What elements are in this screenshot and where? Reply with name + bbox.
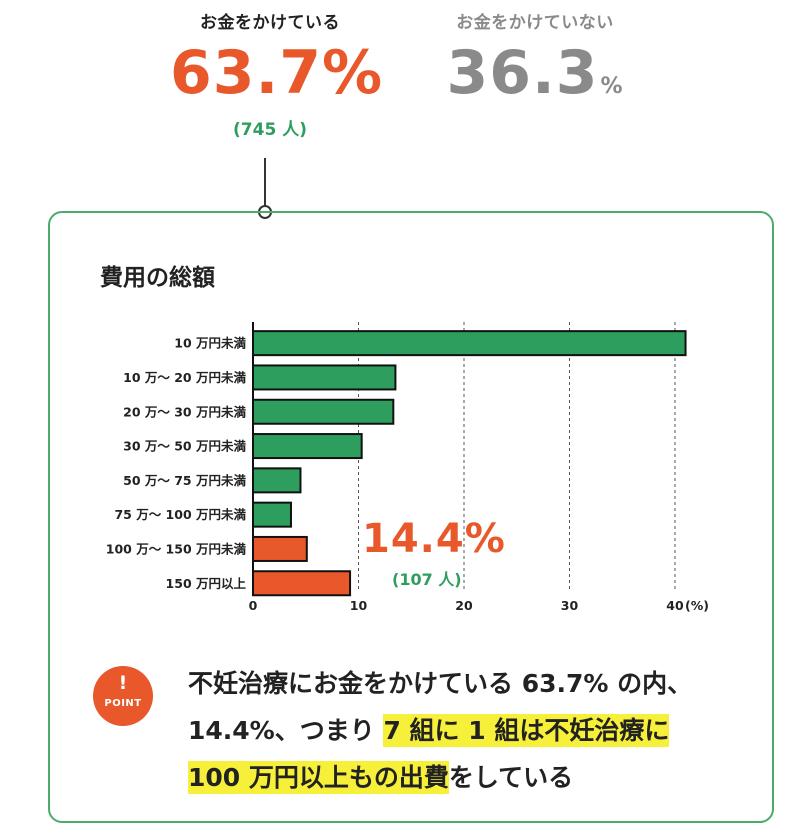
bar-5: [252, 501, 292, 528]
stat-spending-value: 63.7%: [170, 43, 382, 103]
category-label-1: 10 万～ 20 万円未満: [123, 370, 246, 385]
stat-not-spending-value: 36.3%: [430, 43, 640, 103]
exclamation-icon: !: [118, 672, 128, 694]
x-tick-label-20: 20: [455, 598, 473, 613]
stat-spending-number: 63.7: [170, 38, 323, 108]
point-text-intro: 不妊治療にお金をかけている 63.7% の内、14.4%、つまり: [188, 669, 693, 745]
detail-panel: [48, 211, 774, 823]
x-tick-label-30: 30: [561, 598, 579, 613]
stat-spending: お金をかけている 63.7% (745 人): [170, 8, 382, 140]
point-text: 不妊治療にお金をかけている 63.7% の内、14.4%、つまり 7 組に 1 …: [188, 660, 748, 801]
category-label-6: 100 万～ 150 万円未満: [106, 541, 247, 556]
category-label-7: 150 万円以上: [166, 576, 247, 591]
bar-1: [252, 364, 397, 391]
point-badge-label: POINT: [104, 697, 142, 709]
stat-spending-count: (745 人): [233, 120, 307, 140]
category-label-5: 75 万～ 100 万円未満: [114, 507, 246, 522]
point-text-outro: をしている: [448, 763, 574, 792]
category-label-3: 30 万～ 50 万円未満: [123, 439, 246, 454]
x-tick-label-10: 10: [350, 598, 368, 613]
x-tick-label-0: 0: [249, 598, 258, 613]
category-label-2: 20 万～ 30 万円未満: [123, 404, 246, 419]
x-axis-unit: (%): [685, 598, 709, 613]
connector-line: [264, 158, 266, 208]
callout-count: (107 人): [392, 570, 462, 589]
stat-spending-unit: %: [322, 38, 384, 108]
point-highlight-2: 100 万円以上もの出費: [188, 761, 449, 794]
stat-not-spending: お金をかけていない 36.3%: [430, 8, 640, 103]
stat-spending-label: お金をかけている: [200, 13, 340, 33]
bar-2: [252, 398, 395, 425]
stat-not-spending-unit: %: [600, 74, 624, 99]
bar-4: [252, 467, 302, 494]
stat-not-spending-number: 36.3: [446, 38, 599, 108]
stat-not-spending-label: お金をかけていない: [456, 13, 614, 33]
bar-0: [252, 330, 687, 357]
bar-7: [252, 570, 352, 597]
category-label-4: 50 万～ 75 万円未満: [123, 473, 246, 488]
chart-title: 費用の総額: [100, 265, 215, 291]
bar-6: [252, 535, 308, 562]
callout-percentage: 14.4%: [362, 516, 506, 562]
point-highlight-1: 7 組に 1 組は不妊治療に: [383, 714, 670, 747]
point-badge: ! POINT: [93, 666, 153, 726]
x-tick-label-40: 40: [666, 598, 684, 613]
bar-3: [252, 433, 363, 460]
category-label-0: 10 万円未満: [174, 336, 246, 351]
